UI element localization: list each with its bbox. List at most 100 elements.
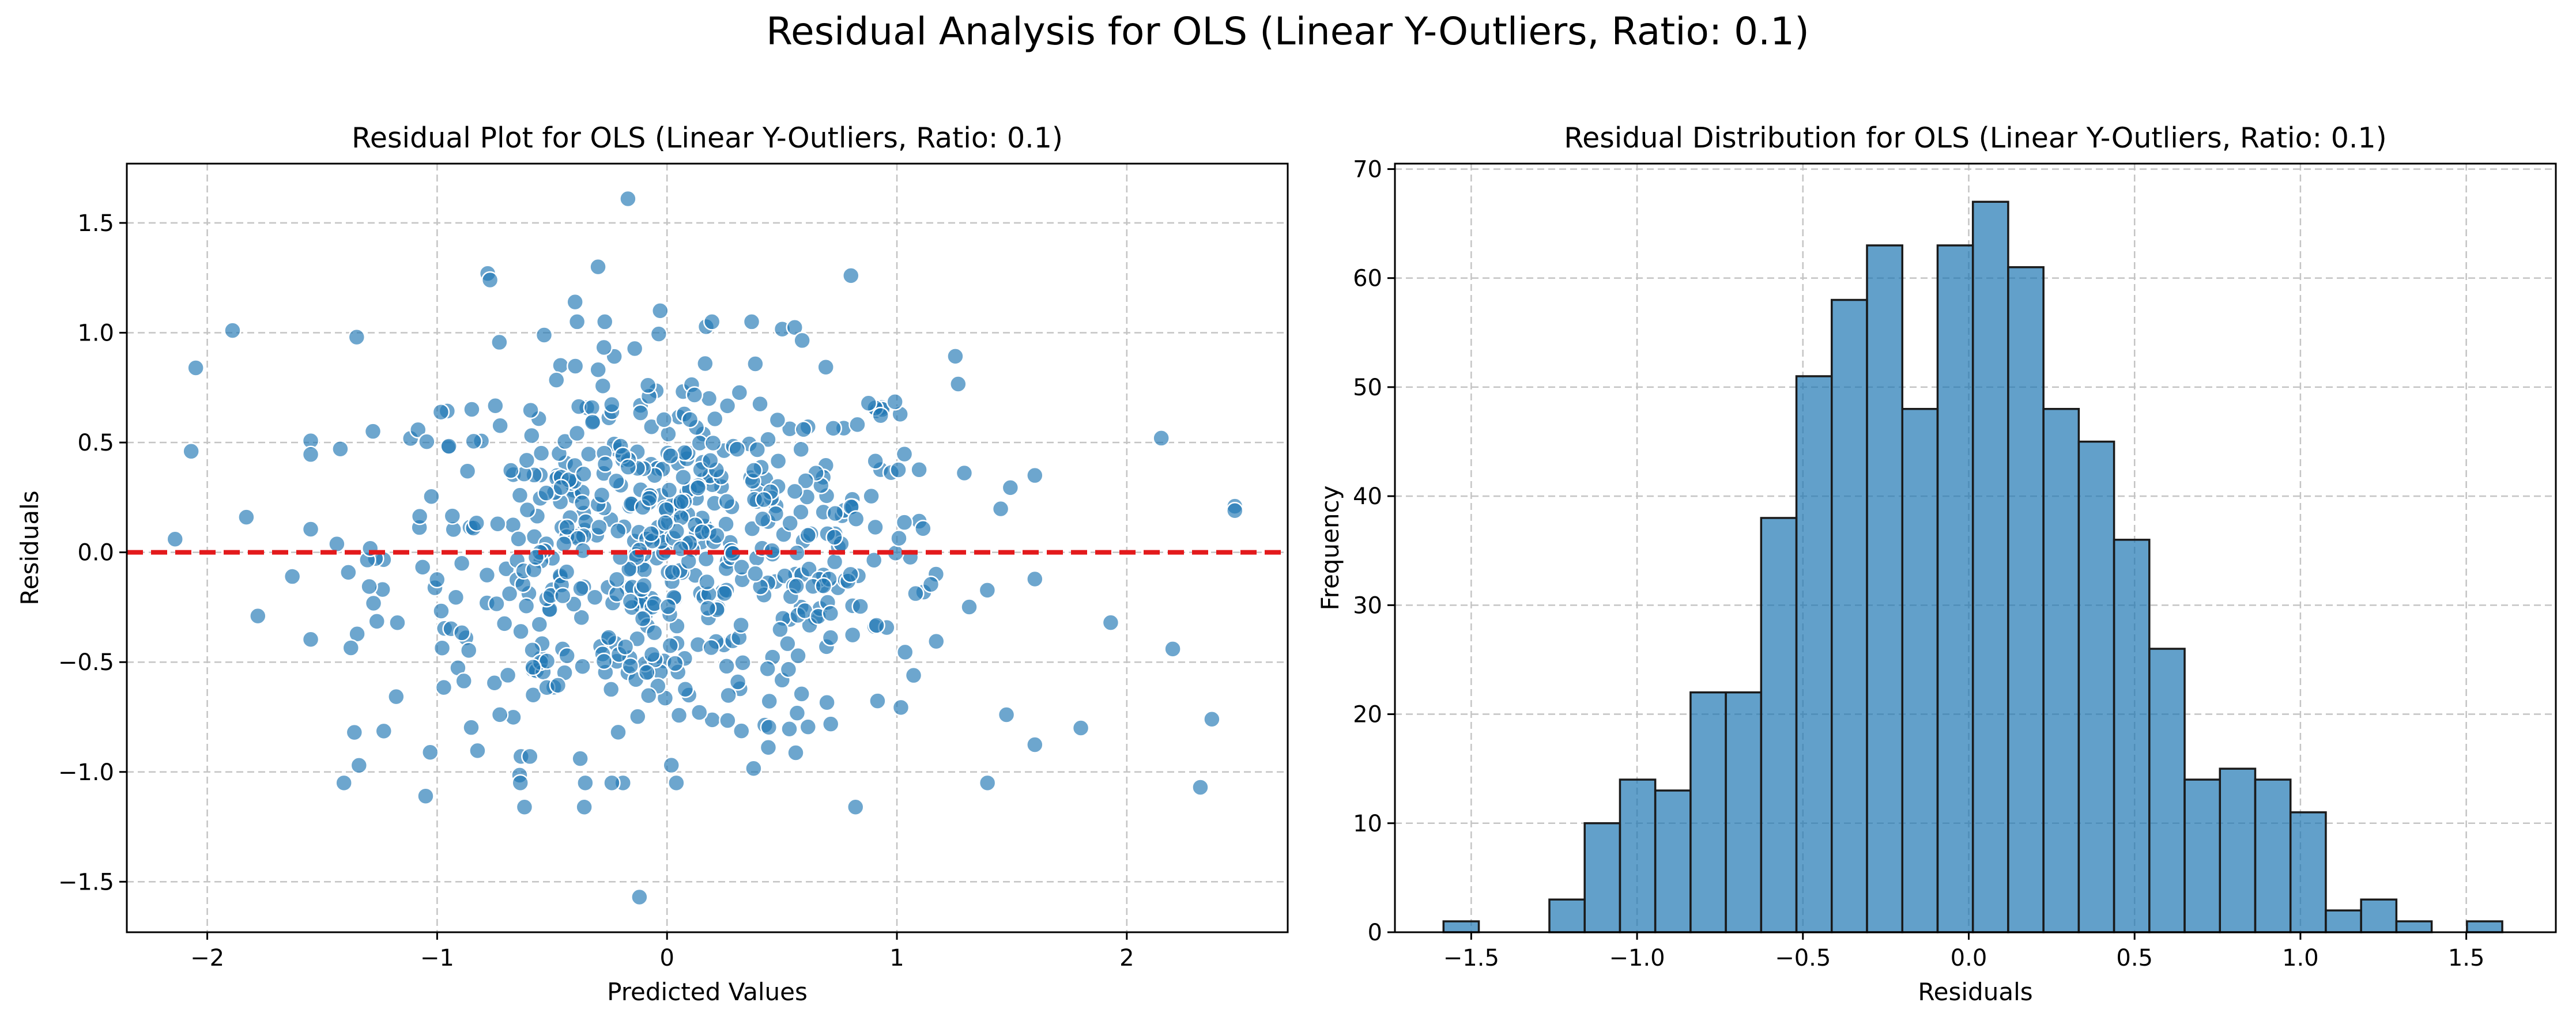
scatter-point: [433, 639, 451, 657]
scatter-point: [719, 686, 737, 705]
scatter-point: [892, 698, 910, 717]
scatter-point: [848, 415, 866, 434]
scatter-point: [866, 452, 884, 470]
scatter-point: [672, 493, 690, 511]
scatter-point: [703, 313, 721, 331]
scatter-point: [642, 525, 660, 543]
scatter-point: [619, 458, 638, 476]
scatter-point: [458, 462, 477, 480]
scatter-point: [583, 413, 602, 432]
scatter-point: [895, 445, 914, 463]
scatter-point: [554, 587, 572, 605]
scatter-point: [661, 637, 680, 655]
histogram-bars: [1442, 201, 2503, 933]
scatter-point: [455, 672, 473, 690]
scatter-x-tick-label: 1: [889, 945, 904, 971]
scatter-point: [572, 608, 590, 627]
scatter-point: [753, 510, 772, 528]
residual-scatter-panel: −2 −1 0 1 2 −1.5 −1.0 −0.5 0.0 0.5 1.0 1.5 Residua…: [16, 122, 1289, 1006]
scatter-point: [997, 706, 1016, 724]
histogram-y-tick-label: 70: [1353, 156, 1382, 183]
histogram-bar: [2042, 407, 2080, 933]
scatter-point: [586, 588, 604, 606]
scatter-point: [759, 739, 778, 757]
scatter-point: [728, 440, 746, 458]
scatter-point: [489, 515, 507, 533]
scatter-point: [499, 666, 517, 684]
figure-suptitle: Residual Analysis for OLS (Linear Y-Outl…: [766, 9, 1809, 54]
scatter-point: [960, 598, 978, 616]
scatter-point: [792, 503, 810, 521]
scatter-point: [699, 599, 717, 617]
histogram-y-tick-label: 40: [1353, 483, 1382, 510]
scatter-x-tick-label: 2: [1119, 945, 1134, 971]
histogram-bar: [1901, 407, 1939, 933]
scatter-point: [788, 704, 806, 722]
scatter-point: [667, 774, 685, 792]
scatter-point: [643, 645, 661, 664]
histogram-bar: [1971, 201, 2009, 933]
residual-histogram-panel: −1.5 −1.0 −0.5 0.0 0.5 1.0 1.5 0 10 20 30 40 50 60 70…: [1316, 122, 2557, 1006]
scatter-point: [745, 462, 763, 479]
scatter-point: [453, 624, 471, 642]
histogram-y-tick-label: 30: [1353, 592, 1382, 619]
scatter-point: [771, 621, 789, 638]
scatter-point: [552, 356, 569, 375]
scatter-point: [558, 518, 576, 536]
histogram-y-tick-label: 10: [1353, 811, 1382, 837]
scatter-point: [631, 404, 650, 422]
scatter-point: [573, 494, 591, 512]
scatter-point: [368, 612, 386, 630]
scatter-point: [524, 686, 542, 704]
scatter-point: [1026, 466, 1044, 485]
scatter-point: [249, 607, 267, 625]
scatter-point: [595, 652, 613, 671]
scatter-point: [866, 518, 884, 536]
scatter-point: [799, 526, 817, 544]
scatter-point: [662, 756, 680, 774]
scatter-point: [742, 313, 761, 331]
histogram-title: Residual Distribution for OLS (Linear Y-…: [1564, 122, 2387, 154]
scatter-point: [670, 706, 688, 724]
histogram-x-tick-label: 0.0: [1951, 945, 1987, 971]
histogram-bar: [2007, 266, 2045, 933]
scatter-point: [237, 508, 255, 526]
scatter-point: [949, 375, 967, 393]
scatter-point: [715, 584, 734, 603]
scatter-point: [552, 478, 570, 497]
scatter-point: [650, 325, 668, 343]
scatter-point: [821, 604, 840, 622]
histogram-bar: [2325, 909, 2362, 933]
scatter-point: [719, 712, 737, 729]
scatter-point: [946, 347, 964, 365]
scatter-point: [729, 673, 747, 691]
scatter-point: [843, 626, 862, 644]
scatter-point: [821, 715, 840, 733]
histogram-y-axis-label: Frequency: [1316, 486, 1344, 611]
scatter-point: [1072, 719, 1090, 737]
scatter-point: [548, 371, 565, 389]
scatter-point: [697, 550, 715, 568]
scatter-point: [443, 507, 462, 525]
scatter-point: [331, 440, 349, 458]
scatter-point: [557, 563, 576, 581]
scatter-point: [478, 566, 496, 584]
scatter-point: [862, 487, 880, 505]
scatter-point: [825, 553, 844, 571]
histogram-bar: [2183, 778, 2222, 933]
histogram-bar: [2395, 920, 2433, 933]
scatter-point: [602, 680, 620, 698]
scatter-point: [717, 515, 735, 533]
histogram-y-tick-label: 0: [1368, 920, 1382, 946]
scatter-point: [842, 565, 859, 584]
scatter-point: [826, 504, 844, 523]
scatter-point: [733, 722, 750, 740]
scatter-point: [991, 500, 1010, 518]
scatter-x-ticks: −2 −1 0 1 2: [190, 932, 1134, 971]
scatter-point: [760, 718, 778, 736]
scatter-point: [595, 313, 614, 331]
scatter-point: [751, 395, 769, 413]
scatter-point: [511, 486, 529, 504]
scatter-point: [620, 560, 638, 578]
